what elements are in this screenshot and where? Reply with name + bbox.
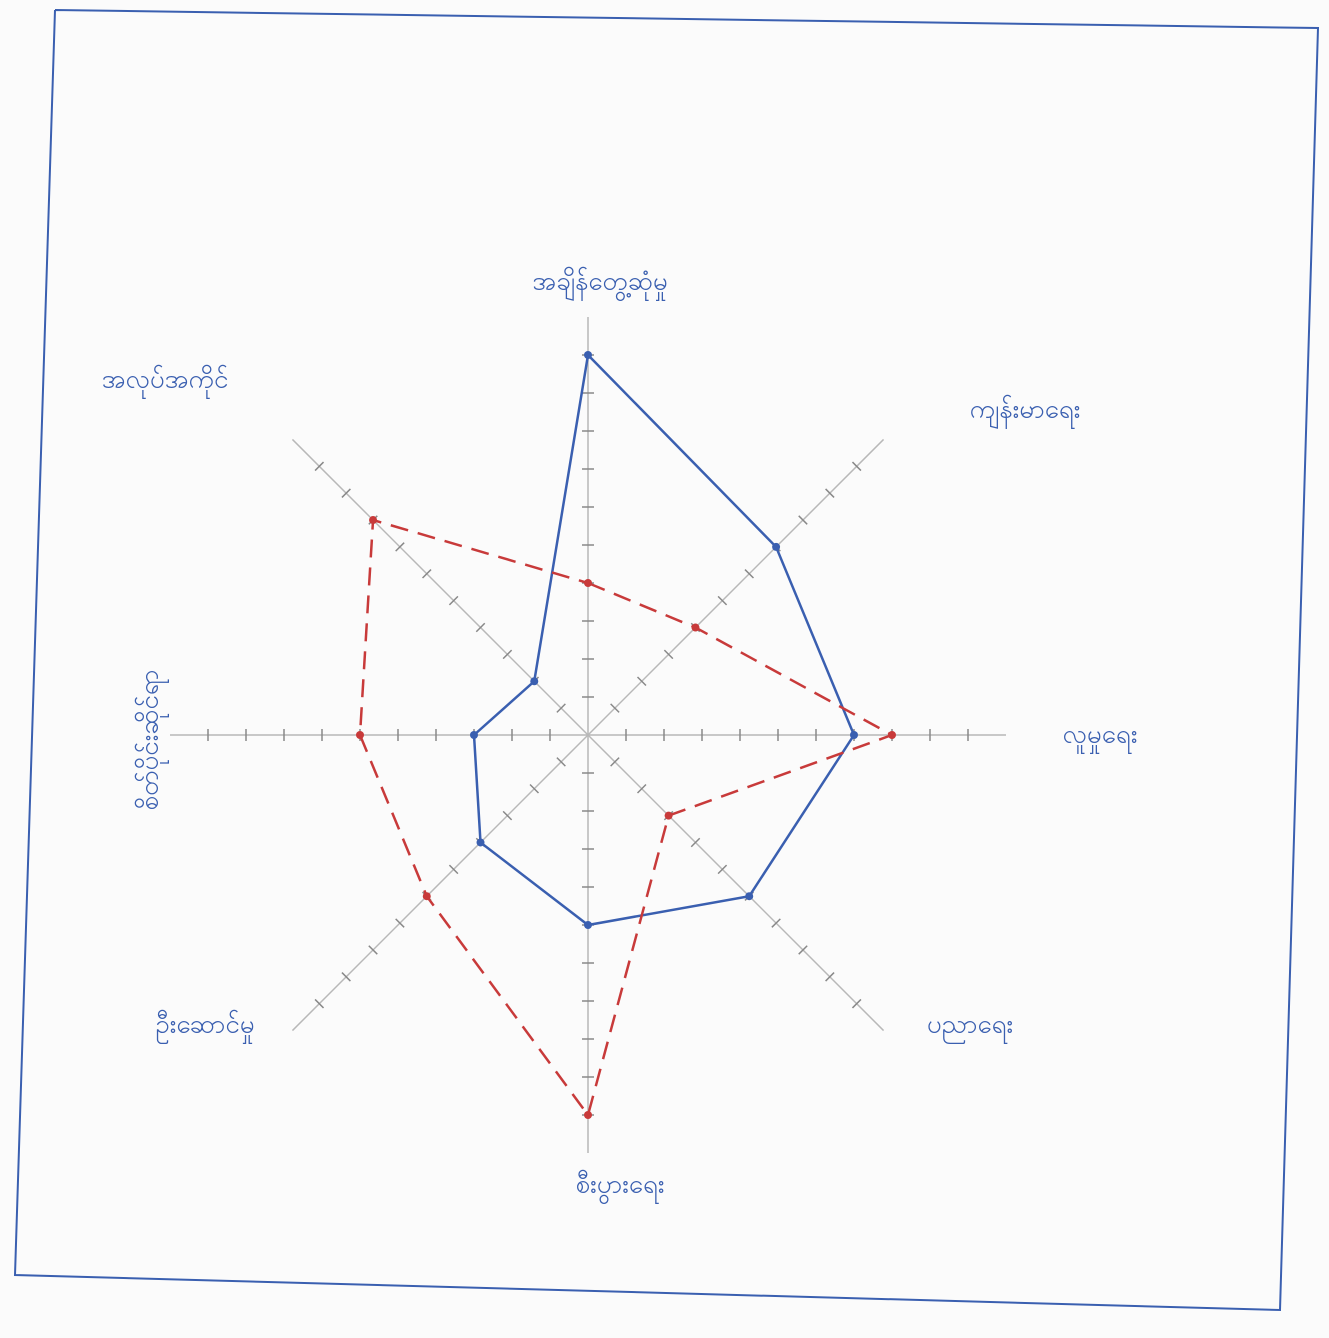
data-point bbox=[584, 579, 592, 587]
data-point bbox=[470, 731, 478, 739]
data-point bbox=[665, 812, 673, 820]
data-point bbox=[530, 677, 538, 685]
data-point bbox=[477, 838, 485, 846]
axis-label: ဦးဆောင်မှု bbox=[155, 1009, 254, 1045]
axis-label: လူမှုရေး bbox=[1063, 720, 1138, 755]
data-point bbox=[691, 624, 699, 632]
data-point bbox=[356, 731, 364, 739]
data-point bbox=[745, 892, 753, 900]
axis-label: အချိန်တွေ့ဆုံမှု bbox=[532, 266, 668, 302]
data-point bbox=[888, 731, 896, 739]
axis-label: ကျန်းမာရေး bbox=[970, 394, 1081, 430]
chart: အချိန်တွေ့ဆုံမှုကျန်းမာရေးလူမှုရေးပညာရေး… bbox=[0, 0, 1329, 1338]
data-point bbox=[850, 731, 858, 739]
data-point bbox=[584, 921, 592, 929]
data-point bbox=[369, 516, 377, 524]
axis-label: စီးပွားရေး bbox=[576, 1169, 665, 1205]
axis-label: အလုပ်အကိုင် bbox=[102, 364, 229, 400]
axis-label: ပညာရေး bbox=[927, 1010, 1013, 1045]
axis-label: စိတ်ပိုင်းဆိုင်ရာ bbox=[134, 670, 170, 811]
paper bbox=[0, 0, 1329, 1338]
data-point bbox=[423, 892, 431, 900]
data-point bbox=[584, 351, 592, 359]
data-point bbox=[584, 1111, 592, 1119]
data-point bbox=[772, 543, 780, 551]
